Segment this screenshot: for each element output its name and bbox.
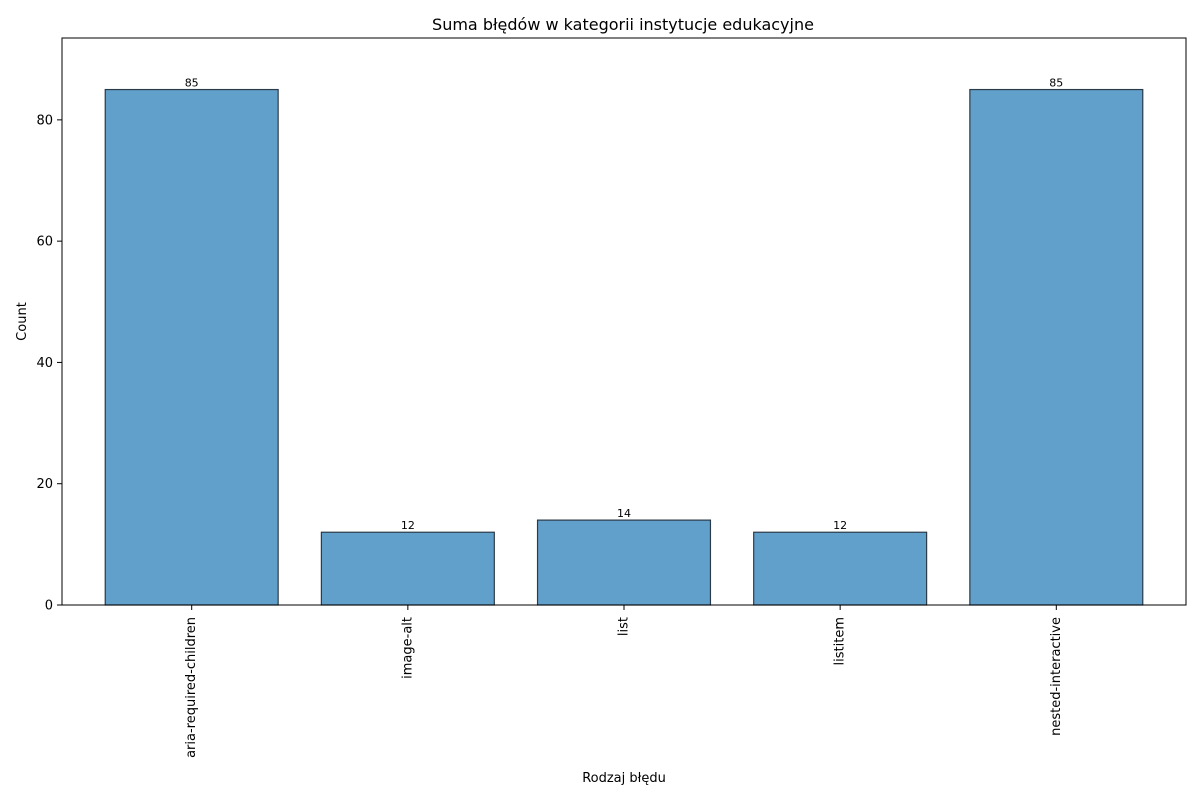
x-tick-label-aria-required-children: aria-required-children	[184, 617, 199, 758]
x-axis-label: Rodzaj błędu	[582, 771, 666, 786]
y-tick-label-60: 60	[36, 235, 53, 250]
x-tick-label-list: list	[617, 617, 632, 636]
y-tick-label-20: 20	[36, 477, 53, 492]
bar-list	[536, 519, 712, 606]
bar-listitem	[753, 531, 928, 606]
y-axis-label: Count	[15, 302, 30, 341]
y-tick-label-80: 80	[36, 113, 53, 128]
x-tick-label-nested-interactive: nested-interactive	[1049, 617, 1064, 736]
data-label-listitem: 12	[833, 519, 847, 532]
bar-aria-required-children	[104, 88, 279, 606]
x-axis: aria-required-children image-alt list listi…	[184, 605, 1064, 758]
x-tick-label-image-alt: image-alt	[400, 617, 415, 679]
data-labels-group: 85 12 14 12 85	[185, 77, 1064, 533]
data-label-image-alt: 12	[401, 519, 415, 532]
data-label-list: 14	[617, 507, 631, 520]
x-tick-label-listitem: listitem	[833, 617, 848, 665]
data-label-aria-required-children: 85	[185, 77, 199, 90]
bar-image-alt	[320, 531, 495, 606]
data-label-nested-interactive: 85	[1049, 77, 1063, 90]
bar-nested-interactive	[969, 88, 1144, 606]
y-axis: 0 20 40 60 80	[36, 113, 62, 614]
y-tick-label-40: 40	[36, 356, 53, 371]
y-tick-label-0: 0	[45, 599, 53, 614]
chart-title: Suma błędów w kategorii instytucje eduka…	[432, 15, 814, 34]
bars-group	[104, 88, 1144, 606]
